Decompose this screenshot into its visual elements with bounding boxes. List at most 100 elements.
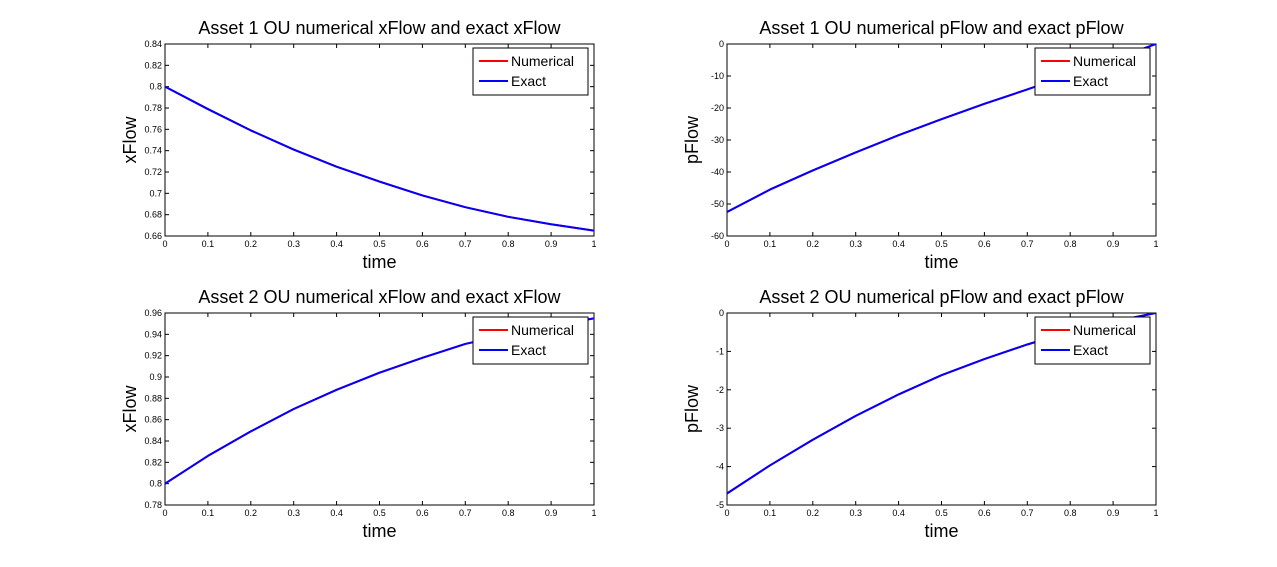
x-axis-label: time — [924, 252, 958, 272]
y-tick-label: 0.8 — [149, 479, 162, 489]
x-tick-label: 0.2 — [245, 239, 258, 249]
x-tick-label: 0.7 — [459, 508, 472, 518]
x-tick-label: 0.4 — [892, 508, 905, 518]
y-tick-label: 0.66 — [144, 231, 162, 241]
x-tick-label: 0.6 — [416, 508, 429, 518]
legend: Numerical Exact — [1034, 316, 1151, 365]
x-tick-label: 0.9 — [1107, 239, 1120, 249]
y-tick-label: 0.82 — [144, 60, 162, 70]
x-axis-label: time — [362, 521, 396, 541]
y-tick-label: -30 — [711, 135, 724, 145]
legend-label: Numerical — [511, 322, 574, 338]
legend: Numerical Exact — [1034, 47, 1151, 96]
x-tick-label: 0.3 — [287, 508, 300, 518]
x-tick-label: 0.9 — [545, 239, 558, 249]
y-tick-label: 0.72 — [144, 167, 162, 177]
x-tick-label: 0.3 — [287, 239, 300, 249]
y-tick-label: 0.96 — [144, 308, 162, 318]
y-tick-label: 0 — [719, 308, 724, 318]
x-tick-label: 1 — [1153, 239, 1158, 249]
x-tick-label: 0.1 — [764, 239, 777, 249]
y-tick-label: 0.78 — [144, 500, 162, 510]
y-axis-label: pFlow — [682, 115, 702, 164]
x-tick-label: 0.4 — [892, 239, 905, 249]
legend-label: Numerical — [1073, 322, 1136, 338]
y-tick-label: -60 — [711, 231, 724, 241]
y-tick-label: -4 — [716, 462, 724, 472]
x-tick-label: 0.8 — [1064, 239, 1077, 249]
legend-box — [472, 47, 589, 96]
legend-box — [472, 316, 589, 365]
legend-box — [1034, 47, 1151, 96]
x-tick-label: 0.9 — [1107, 508, 1120, 518]
y-tick-label: -40 — [711, 167, 724, 177]
chart-1: 0 0.1 0.2 0.3 0.4 0.5 0.6 0.7 0.8 0.9 1 0.66 0.68 0.7… — [120, 18, 597, 272]
y-tick-label: 0.68 — [144, 210, 162, 220]
x-tick-label: 0.3 — [849, 508, 862, 518]
x-tick-label: 1 — [591, 508, 596, 518]
x-tick-label: 0.6 — [978, 239, 991, 249]
legend-box — [1034, 316, 1151, 365]
x-tick-label: 0.5 — [935, 508, 948, 518]
legend-label: Exact — [1073, 342, 1108, 358]
x-tick-label: 0 — [162, 239, 167, 249]
chart-title: Asset 2 OU numerical pFlow and exact pFl… — [759, 287, 1124, 307]
y-tick-label: -10 — [711, 71, 724, 81]
legend: Numerical Exact — [472, 316, 589, 365]
legend-label: Numerical — [1073, 53, 1136, 69]
x-tick-label: 0.3 — [849, 239, 862, 249]
x-tick-label: 0.5 — [373, 239, 386, 249]
y-axis-label: xFlow — [120, 385, 140, 433]
legend: Numerical Exact — [472, 47, 589, 96]
y-tick-label: -2 — [716, 385, 724, 395]
x-tick-label: 0.5 — [935, 239, 948, 249]
x-tick-label: 0.1 — [202, 239, 215, 249]
x-tick-label: 0.5 — [373, 508, 386, 518]
y-tick-label: -20 — [711, 103, 724, 113]
x-tick-label: 0.4 — [330, 239, 343, 249]
x-tick-label: 0 — [162, 508, 167, 518]
y-tick-label: 0.94 — [144, 329, 162, 339]
legend-label: Exact — [511, 342, 546, 358]
y-tick-label: 0.78 — [144, 103, 162, 113]
y-tick-label: -3 — [716, 423, 724, 433]
y-tick-label: 0.8 — [149, 82, 162, 92]
legend-label: Exact — [511, 73, 546, 89]
x-tick-label: 0.7 — [1021, 239, 1034, 249]
y-tick-label: -50 — [711, 199, 724, 209]
chart-3: 0 0.1 0.2 0.3 0.4 0.5 0.6 0.7 0.8 0.9 1 0.78 0.8 0.82… — [120, 287, 597, 541]
x-tick-label: 0.1 — [202, 508, 215, 518]
y-tick-label: 0.74 — [144, 146, 162, 156]
y-tick-label: 0.7 — [149, 188, 162, 198]
x-tick-label: 0.6 — [416, 239, 429, 249]
chart-4: 0 0.1 0.2 0.3 0.4 0.5 0.6 0.7 0.8 0.9 1 -5 -4 -3 -2 -1 0… — [682, 287, 1159, 541]
y-tick-label: 0.84 — [144, 39, 162, 49]
x-axis-label: time — [362, 252, 396, 272]
x-tick-label: 1 — [591, 239, 596, 249]
y-tick-label: 0.88 — [144, 393, 162, 403]
x-tick-label: 0.2 — [807, 508, 820, 518]
x-tick-label: 0.2 — [807, 239, 820, 249]
x-tick-label: 0.6 — [978, 508, 991, 518]
y-tick-label: -5 — [716, 500, 724, 510]
x-tick-label: 0.8 — [502, 508, 515, 518]
x-tick-label: 0.1 — [764, 508, 777, 518]
x-axis-label: time — [924, 521, 958, 541]
chart-title: Asset 1 OU numerical xFlow and exact xFl… — [198, 18, 561, 38]
y-axis-label: xFlow — [120, 116, 140, 164]
x-tick-label: 0.4 — [330, 508, 343, 518]
chart-2: 0 0.1 0.2 0.3 0.4 0.5 0.6 0.7 0.8 0.9 1 -60 -50 -40 -3… — [682, 18, 1159, 272]
x-tick-label: 0.8 — [1064, 508, 1077, 518]
y-axis-label: pFlow — [682, 384, 702, 433]
legend-label: Exact — [1073, 73, 1108, 89]
x-tick-label: 0.7 — [459, 239, 472, 249]
chart-title: Asset 1 OU numerical pFlow and exact pFl… — [759, 18, 1124, 38]
y-tick-label: -1 — [716, 346, 724, 356]
y-tick-label: 0.92 — [144, 351, 162, 361]
y-tick-label: 0.84 — [144, 436, 162, 446]
x-tick-label: 0.2 — [245, 508, 258, 518]
y-tick-label: 0.76 — [144, 124, 162, 134]
x-tick-label: 0 — [724, 508, 729, 518]
x-tick-label: 0 — [724, 239, 729, 249]
